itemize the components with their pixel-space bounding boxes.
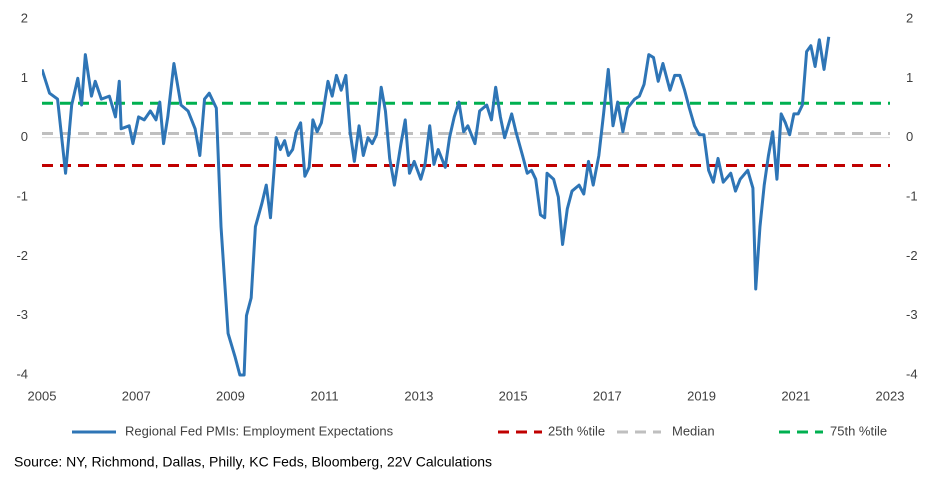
x-tick-label: 2011: [311, 388, 339, 403]
x-tick-label: 2005: [28, 388, 57, 403]
x-tick-label: 2019: [687, 388, 716, 403]
x-tick-label: 2007: [122, 388, 151, 403]
x-tick-label: 2017: [593, 388, 622, 403]
legend-label: 25th %tile: [548, 423, 605, 438]
y-tick-label: -4: [16, 366, 28, 381]
plot: [42, 36, 890, 377]
y2-tick-label: -1: [906, 188, 918, 203]
y2-tick-label: -2: [906, 248, 918, 263]
source-note: Source: NY, Richmond, Dallas, Philly, KC…: [14, 454, 492, 470]
y2-tick-label: 1: [906, 70, 913, 85]
y-tick-label: 2: [21, 10, 28, 25]
y2-tick-label: -4: [906, 366, 918, 381]
x-tick-label: 2009: [216, 388, 245, 403]
y-tick-label: -1: [16, 188, 28, 203]
y-tick-label: 1: [21, 70, 28, 85]
x-tick-label: 2013: [404, 388, 433, 403]
series-line: [42, 36, 831, 377]
legend-label: Median: [672, 423, 715, 438]
y-tick-label: 0: [21, 129, 28, 144]
y-tick-label: -3: [16, 307, 28, 322]
x-tick-label: 2023: [876, 388, 905, 403]
y-tick-label: -2: [16, 248, 28, 263]
x-tick-label: 2021: [781, 388, 810, 403]
y2-tick-label: 2: [906, 10, 913, 25]
y2-tick-label: 0: [906, 129, 913, 144]
legend-label: 75th %tile: [830, 423, 887, 438]
x-tick-label: 2015: [499, 388, 528, 403]
legend-label: Regional Fed PMIs: Employment Expectatio…: [125, 423, 394, 438]
y2-tick-label: -3: [906, 307, 918, 322]
